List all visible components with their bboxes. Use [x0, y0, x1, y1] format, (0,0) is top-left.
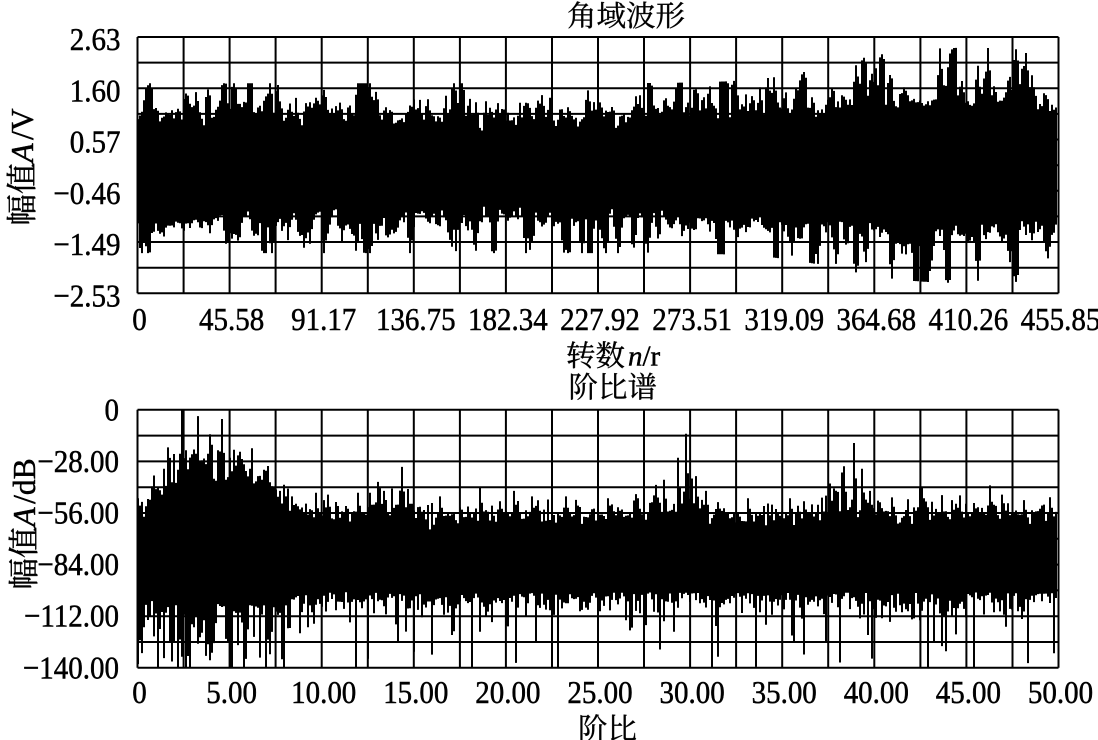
svg-text:15.00: 15.00	[383, 675, 448, 711]
svg-text:−1.49: −1.49	[53, 227, 120, 263]
svg-text:A: A	[7, 507, 42, 529]
svg-text:410.26: 410.26	[929, 302, 1009, 338]
svg-text:50.00: 50.00	[1028, 675, 1093, 711]
svg-text:20.00: 20.00	[475, 675, 540, 711]
svg-text:319.09: 319.09	[744, 302, 824, 338]
svg-text:0.57: 0.57	[70, 124, 121, 160]
svg-text:455.85: 455.85	[1021, 302, 1098, 338]
svg-text:364.68: 364.68	[836, 302, 916, 338]
svg-text:30.00: 30.00	[659, 675, 724, 711]
svg-text:/: /	[5, 131, 40, 140]
svg-text:2.63: 2.63	[70, 22, 121, 58]
svg-text:10.00: 10.00	[291, 675, 356, 711]
svg-text:A: A	[5, 143, 40, 165]
svg-text:0: 0	[132, 302, 146, 338]
svg-text:136.75: 136.75	[376, 302, 456, 338]
svg-text:−56.00: −56.00	[37, 495, 119, 531]
svg-text:91.17: 91.17	[291, 302, 356, 338]
svg-text:227.92: 227.92	[560, 302, 640, 338]
svg-text:45.00: 45.00	[936, 675, 1001, 711]
svg-text:V: V	[5, 108, 40, 131]
svg-text:0: 0	[132, 675, 146, 711]
svg-text:0: 0	[105, 392, 119, 428]
svg-text:−112.00: −112.00	[24, 598, 119, 634]
svg-text:40.00: 40.00	[844, 675, 909, 711]
svg-text:−28.00: −28.00	[37, 444, 119, 480]
svg-text:5.00: 5.00	[206, 675, 257, 711]
svg-text:25.00: 25.00	[567, 675, 632, 711]
svg-text:n/r: n/r	[628, 341, 661, 373]
svg-text:−140.00: −140.00	[23, 650, 119, 686]
svg-text:273.51: 273.51	[652, 302, 732, 338]
svg-text:45.58: 45.58	[199, 302, 264, 338]
svg-text:/: /	[7, 495, 42, 504]
svg-text:−2.53: −2.53	[53, 278, 120, 314]
svg-text:dB: dB	[7, 458, 42, 495]
svg-text:−84.00: −84.00	[37, 547, 119, 583]
svg-text:35.00: 35.00	[752, 675, 817, 711]
svg-text:1.60: 1.60	[70, 73, 121, 109]
svg-text:−0.46: −0.46	[53, 176, 120, 212]
svg-text:182.34: 182.34	[468, 302, 548, 338]
